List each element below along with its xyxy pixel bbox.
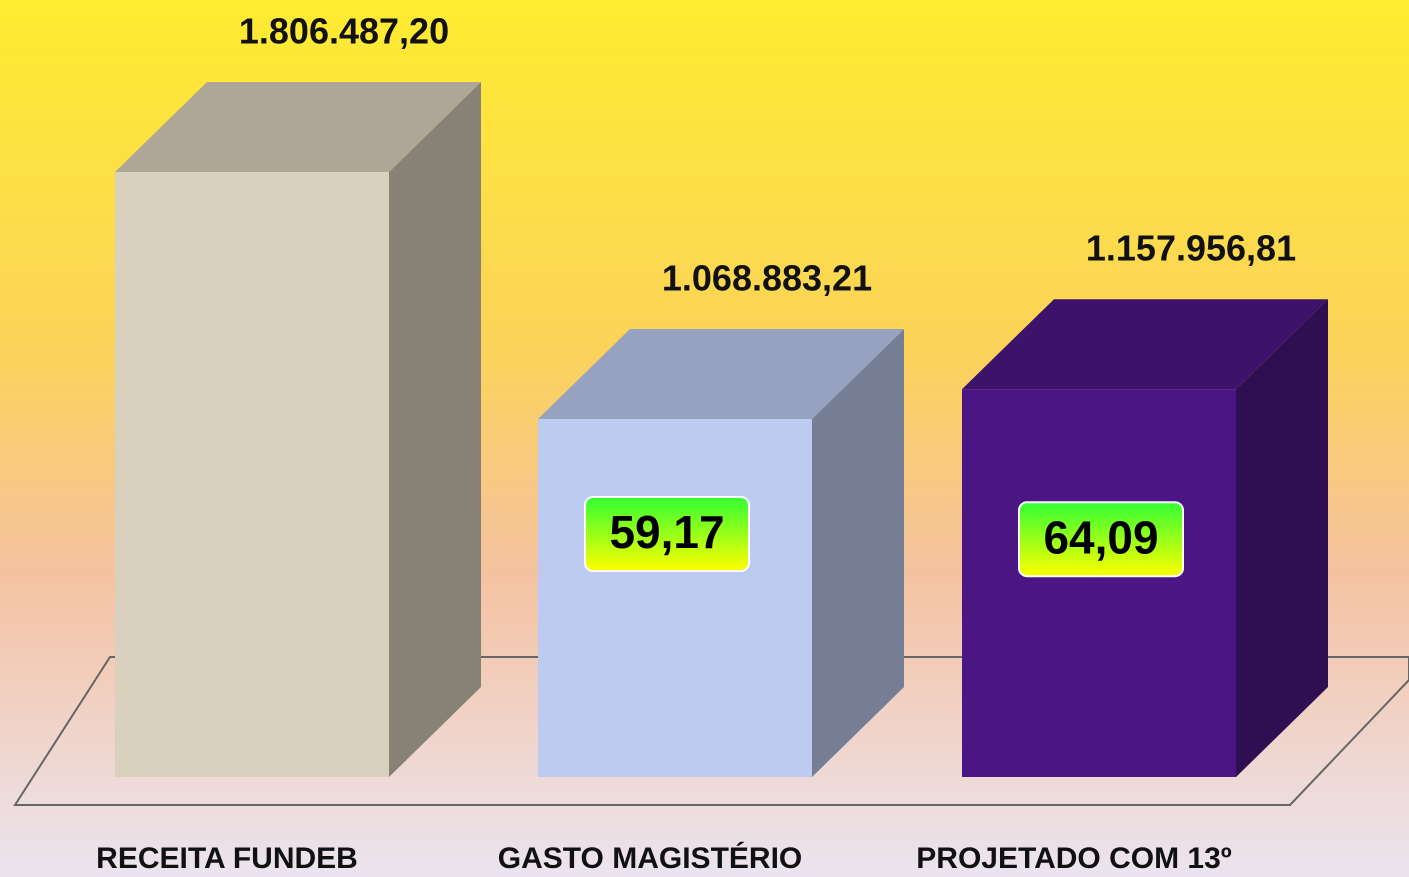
annotation-box	[1018, 501, 1184, 578]
bar-side	[812, 329, 904, 777]
annotation: 59,17	[609, 506, 724, 558]
bar-top	[962, 299, 1328, 390]
bar	[538, 419, 812, 777]
bar-side	[1236, 299, 1328, 777]
value-label: 1.157.956,81	[1086, 228, 1296, 269]
category-label: GASTO MAGISTÉRIO	[498, 841, 802, 875]
value-label: 1.806.487,20	[239, 11, 449, 52]
value-label: 1.068.883,21	[662, 258, 872, 299]
bar	[115, 172, 389, 777]
bar-top	[538, 329, 904, 420]
category-label: PROJETADO COM 13º	[916, 842, 1231, 875]
annotation-box	[584, 496, 750, 573]
annotation: 64,09	[1043, 511, 1158, 563]
bar-top	[115, 82, 481, 172]
floor	[13, 656, 1409, 806]
bar-side	[389, 82, 481, 777]
category-label: RECEITA FUNDEB	[96, 842, 358, 875]
bar	[962, 389, 1236, 777]
